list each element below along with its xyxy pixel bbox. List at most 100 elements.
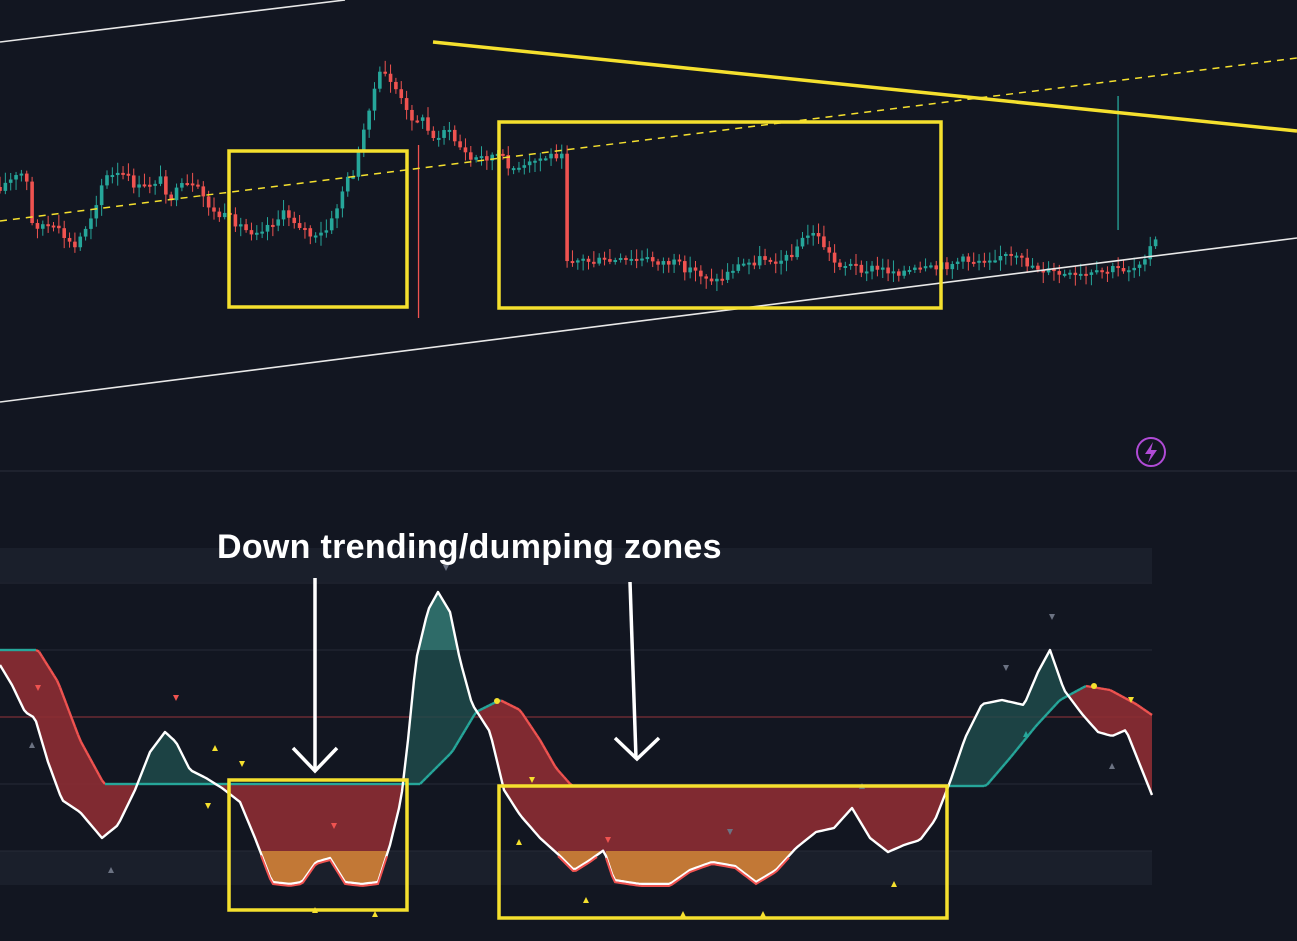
- osc-fill-segment: [258, 784, 261, 854]
- candle-body: [105, 175, 109, 186]
- osc-extreme-fill: [750, 851, 753, 880]
- osc-fill-segment: [105, 784, 108, 836]
- candle: [672, 253, 676, 273]
- osc-extreme-fill: [360, 851, 363, 884]
- osc-fill-segment: [825, 786, 828, 830]
- osc-extreme-fill: [345, 851, 348, 883]
- osc-fill-segment: [1122, 696, 1125, 732]
- osc-fill-segment: [924, 786, 927, 835]
- candle-body: [474, 157, 478, 160]
- candle: [469, 146, 473, 167]
- candle: [153, 180, 157, 195]
- candle-body: [779, 260, 783, 264]
- osc-signal-segment: [1133, 701, 1138, 706]
- candle: [463, 138, 468, 161]
- candle: [1062, 269, 1067, 278]
- candle: [640, 250, 644, 267]
- candle-body: [886, 267, 890, 274]
- candle: [340, 186, 345, 218]
- osc-fill-segment: [123, 784, 126, 815]
- candle-body: [190, 183, 195, 186]
- osc-down-marker: [35, 685, 41, 691]
- candle: [335, 204, 339, 229]
- osc-extreme-fill: [765, 851, 768, 877]
- candle-body: [741, 263, 746, 266]
- candle-body: [913, 267, 917, 270]
- candle: [0, 176, 2, 194]
- osc-signal-segment: [428, 771, 433, 776]
- osc-fill-segment: [12, 650, 15, 692]
- osc-extreme-fill: [618, 851, 621, 882]
- osc-fill-segment: [558, 770, 561, 857]
- osc-down-marker: [173, 695, 179, 701]
- candle: [907, 266, 912, 275]
- osc-extreme-fill: [756, 851, 759, 882]
- osc-extreme-fill: [576, 851, 579, 869]
- osc-signal-segment: [989, 777, 994, 783]
- osc-fill-segment: [174, 740, 177, 784]
- candle-body: [870, 265, 874, 272]
- candle: [458, 134, 462, 151]
- candle: [1105, 266, 1110, 283]
- candle-body: [57, 225, 61, 229]
- osc-fill-segment: [96, 769, 99, 835]
- candle: [249, 222, 254, 241]
- candle-body: [955, 261, 960, 265]
- osc-fill-segment: [705, 786, 708, 865]
- osc-signal-segment: [463, 724, 470, 731]
- lightning-bolt-icon[interactable]: [1136, 437, 1166, 467]
- candle-body: [966, 256, 971, 262]
- osc-fill-segment: [996, 700, 999, 775]
- candle: [763, 248, 767, 266]
- osc-extreme-fill: [294, 851, 297, 884]
- osc-extreme-fill: [270, 851, 273, 883]
- osc-fill-segment: [1116, 693, 1119, 735]
- candle-body: [843, 266, 848, 269]
- candle: [1068, 269, 1072, 280]
- osc-up-marker: [680, 911, 686, 917]
- osc-signal-segment: [457, 734, 464, 741]
- candle: [522, 158, 527, 175]
- candle-body: [720, 278, 725, 281]
- osc-strong-bull-fill: [432, 597, 435, 650]
- osc-fill-segment: [6, 650, 9, 680]
- osc-signal-segment: [1139, 705, 1144, 710]
- osc-fill-segment: [165, 732, 168, 784]
- candle: [345, 172, 350, 197]
- candle-body: [709, 278, 714, 282]
- candle-body: [399, 89, 404, 99]
- osc-fill-segment: [804, 786, 807, 842]
- candle: [158, 165, 163, 187]
- candle-body: [666, 261, 671, 265]
- candle-body: [410, 109, 414, 121]
- osc-extreme-fill: [570, 851, 573, 869]
- candle: [886, 259, 890, 282]
- candle-body: [356, 152, 361, 177]
- candle: [795, 239, 799, 260]
- osc-fill-segment: [903, 786, 906, 846]
- osc-fill-segment: [1077, 689, 1080, 712]
- osc-signal-segment: [1004, 759, 1009, 765]
- candle: [324, 219, 329, 238]
- osc-fill-segment: [576, 786, 579, 869]
- candle-body: [1025, 257, 1029, 267]
- osc-fill-segment: [36, 650, 39, 732]
- osc-signal-segment: [1055, 700, 1060, 706]
- osc-fill-segment: [891, 786, 894, 851]
- osc-fill-segment: [735, 786, 738, 869]
- osc-fill-segment: [1020, 704, 1023, 746]
- osc-fill-segment: [195, 772, 198, 784]
- osc-signal-segment: [544, 749, 551, 757]
- osc-extreme-fill: [681, 851, 684, 877]
- candle-body: [752, 262, 757, 266]
- candle: [35, 219, 40, 239]
- osc-fill-segment: [72, 718, 75, 809]
- candle: [768, 257, 773, 265]
- candle-body: [971, 261, 976, 264]
- candle-body: [1068, 272, 1072, 275]
- candle-body: [142, 184, 147, 187]
- osc-signal-segment: [479, 707, 484, 712]
- osc-fill-segment: [954, 761, 957, 786]
- osc-fill-segment: [822, 786, 825, 831]
- osc-signal-segment: [79, 741, 86, 748]
